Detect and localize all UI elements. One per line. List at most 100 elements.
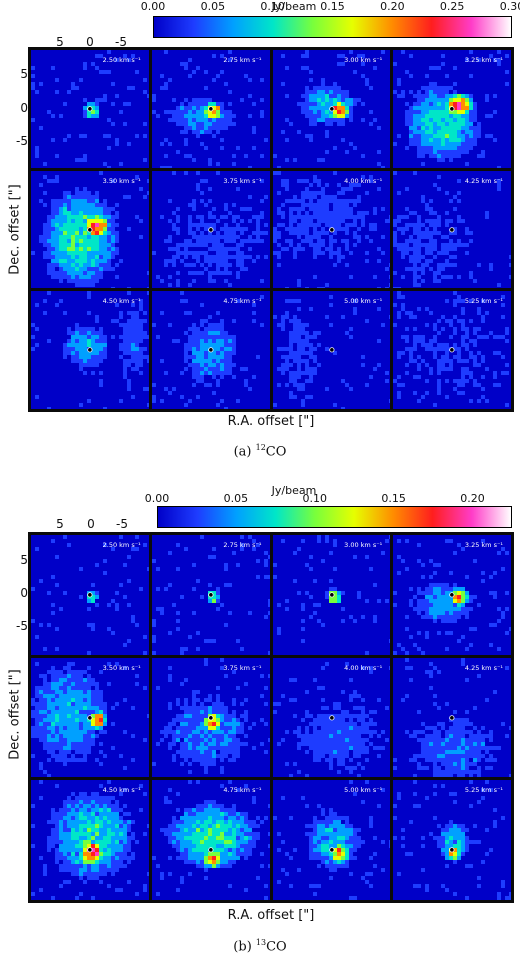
- emission-pixel: [485, 82, 490, 86]
- emission-pixel: [71, 86, 75, 90]
- emission-pixel: [352, 142, 357, 146]
- emission-pixel: [131, 198, 135, 203]
- emission-pixel: [107, 194, 111, 199]
- emission-pixel: [401, 106, 406, 110]
- emission-pixel: [380, 66, 385, 70]
- emission-pixel: [324, 118, 329, 122]
- emission-pixel: [39, 186, 43, 191]
- emission-pixel: [43, 206, 47, 211]
- emission-pixel: [300, 110, 305, 114]
- emission-pixel: [103, 250, 107, 255]
- emission-pixel: [199, 102, 204, 106]
- emission-pixel: [251, 194, 256, 199]
- emission-pixel: [465, 166, 470, 168]
- emission-pixel: [59, 86, 63, 90]
- emission-pixel: [183, 134, 188, 138]
- emission-pixel: [304, 94, 309, 98]
- emission-pixel: [127, 174, 131, 179]
- emission-pixel: [296, 58, 301, 62]
- emission-pixel: [465, 110, 470, 114]
- emission-pixel: [187, 94, 192, 98]
- emission-pixel: [119, 174, 123, 179]
- emission-pixel: [143, 270, 147, 275]
- emission-pixel: [183, 74, 188, 78]
- emission-pixel: [509, 118, 511, 122]
- emission-pixel: [239, 50, 244, 54]
- emission-pixel: [505, 130, 510, 134]
- emission-pixel: [272, 142, 277, 146]
- emission-pixel: [372, 94, 377, 98]
- emission-pixel: [433, 154, 438, 158]
- emission-pixel: [356, 110, 361, 114]
- emission-pixel: [247, 54, 252, 58]
- emission-pixel: [388, 50, 391, 54]
- emission-pixel: [372, 150, 377, 154]
- emission-pixel: [292, 114, 297, 118]
- emission-pixel: [477, 50, 482, 54]
- emission-pixel: [155, 174, 160, 179]
- emission-pixel: [35, 134, 39, 138]
- emission-pixel: [51, 166, 55, 168]
- emission-pixel: [457, 110, 462, 114]
- emission-pixel: [376, 98, 381, 102]
- emission-pixel: [223, 118, 228, 122]
- emission-pixel: [47, 190, 51, 195]
- emission-pixel: [47, 150, 51, 154]
- emission-pixel: [360, 78, 365, 82]
- emission-pixel: [267, 178, 270, 183]
- emission-pixel: [91, 58, 95, 62]
- emission-pixel: [143, 102, 147, 106]
- emission-pixel: [123, 50, 127, 54]
- emission-pixel: [51, 94, 55, 98]
- emission-pixel: [147, 254, 149, 259]
- emission-pixel: [481, 86, 486, 90]
- emission-pixel: [401, 166, 406, 168]
- emission-pixel: [247, 130, 252, 134]
- emission-pixel: [263, 202, 268, 207]
- emission-pixel: [31, 54, 35, 58]
- emission-pixel: [473, 74, 478, 78]
- emission-pixel: [143, 206, 147, 211]
- emission-pixel: [123, 278, 127, 283]
- emission-pixel: [71, 262, 75, 267]
- emission-pixel: [155, 182, 160, 187]
- emission-pixel: [63, 250, 67, 255]
- emission-pixel: [59, 178, 63, 183]
- emission-pixel: [409, 82, 414, 86]
- emission-pixel: [397, 158, 402, 162]
- emission-pixel: [147, 210, 149, 215]
- emission-pixel: [111, 70, 115, 74]
- emission-pixel: [163, 178, 168, 183]
- emission-pixel: [255, 78, 260, 82]
- emission-pixel: [99, 158, 103, 162]
- emission-pixel: [99, 150, 103, 154]
- emission-pixel: [115, 274, 119, 279]
- emission-pixel: [87, 198, 91, 203]
- emission-pixel: [119, 78, 123, 82]
- emission-pixel: [139, 150, 143, 154]
- emission-pixel: [39, 74, 43, 78]
- emission-pixel: [199, 86, 204, 90]
- emission-pixel: [143, 262, 147, 267]
- emission-pixel: [223, 150, 228, 154]
- emission-pixel: [421, 58, 426, 62]
- emission-pixel: [457, 166, 462, 168]
- emission-pixel: [59, 174, 63, 179]
- emission-pixel: [91, 62, 95, 66]
- emission-pixel: [292, 54, 297, 58]
- emission-pixel: [380, 78, 385, 82]
- emission-pixel: [384, 94, 389, 98]
- emission-pixel: [127, 278, 131, 283]
- emission-pixel: [405, 62, 410, 66]
- emission-pixel: [43, 62, 47, 66]
- emission-pixel: [71, 194, 75, 199]
- emission-pixel: [215, 214, 220, 219]
- emission-pixel: [203, 118, 208, 122]
- emission-pixel: [127, 154, 131, 158]
- emission-pixel: [384, 58, 389, 62]
- emission-pixel: [393, 82, 398, 86]
- emission-pixel: [83, 50, 87, 54]
- emission-pixel: [409, 106, 414, 110]
- emission-pixel: [380, 70, 385, 74]
- emission-pixel: [489, 146, 494, 150]
